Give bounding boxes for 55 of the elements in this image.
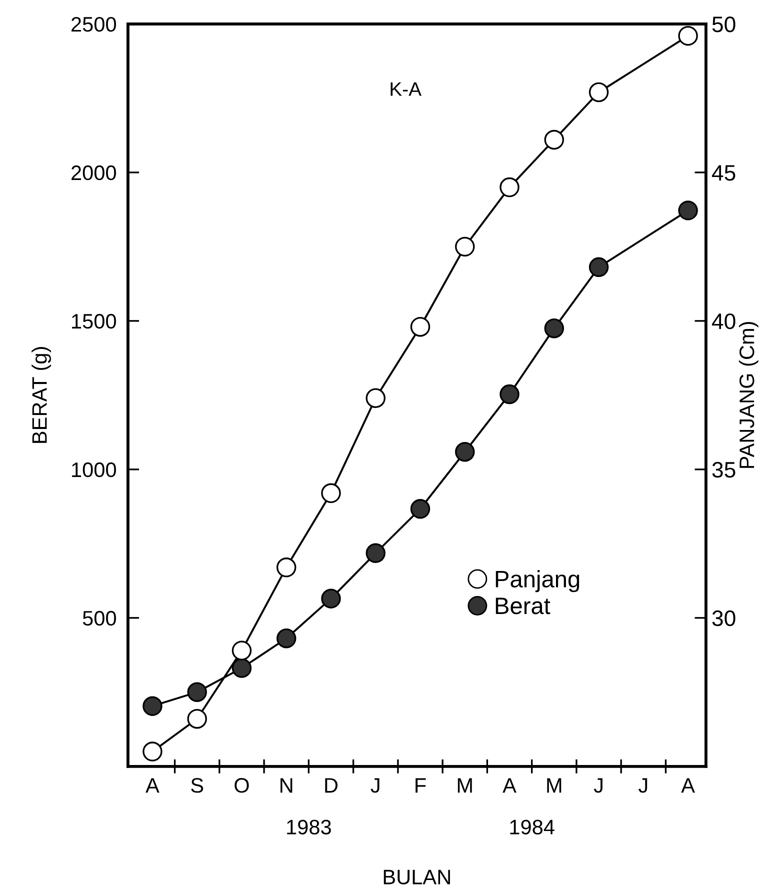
point — [232, 658, 252, 678]
point — [187, 682, 207, 702]
point — [544, 130, 564, 150]
text: 1983 — [287, 820, 331, 834]
y-tick-label: 1000 — [72, 462, 116, 478]
point — [410, 499, 430, 519]
x-tick-label: M — [547, 778, 562, 793]
text: 1984 — [510, 820, 554, 834]
point — [678, 26, 698, 46]
point — [588, 82, 609, 102]
legend-label: Berat — [496, 598, 550, 614]
x-tick-label: D — [325, 778, 338, 793]
x-tick-label: A — [681, 778, 695, 793]
point — [678, 200, 698, 220]
point — [544, 318, 564, 338]
x-tick-label: J — [638, 778, 648, 793]
y-tick-label: 1500 — [72, 314, 116, 329]
point — [410, 316, 430, 337]
y-tick-label: 2500 — [72, 16, 116, 32]
point — [276, 558, 296, 578]
x-tick-label: J — [594, 778, 602, 793]
y2-tick-label: 35 — [712, 462, 736, 478]
point — [321, 588, 341, 608]
x-tick-label: F — [416, 778, 426, 793]
x-tick-label: O — [234, 778, 249, 793]
point — [321, 483, 341, 504]
point — [500, 177, 520, 198]
y2-tick-label: 45 — [712, 165, 736, 181]
x-tick-label: M — [458, 778, 472, 793]
x-axis-title: BULAN — [384, 870, 450, 884]
legend-label: Panjang — [496, 570, 580, 592]
point — [366, 543, 386, 564]
y2-tick-label: 40 — [712, 313, 736, 330]
x-tick-label: N — [280, 778, 292, 793]
y-tick-label: 2000 — [72, 165, 116, 180]
x-tick-label: S — [191, 778, 204, 793]
point — [455, 236, 475, 257]
point — [455, 442, 475, 462]
y2-axis-title: PANJANG (Cm) — [738, 322, 758, 468]
point — [500, 384, 520, 404]
y-tick-label: 500 — [82, 610, 116, 626]
point — [142, 742, 162, 762]
y2-tick-label: 50 — [712, 16, 736, 32]
x-tick-label: A — [502, 778, 516, 793]
point — [588, 257, 609, 278]
y-axis-title: BERAT (g) — [32, 347, 52, 443]
point — [276, 628, 296, 648]
point — [187, 708, 207, 729]
y2-tick-label: 30 — [712, 610, 736, 626]
point — [232, 640, 252, 660]
annotation: K-A — [390, 82, 422, 96]
x-tick-label: J — [370, 778, 380, 793]
point — [142, 696, 162, 716]
x-tick-label: A — [146, 778, 160, 793]
point — [366, 388, 386, 408]
